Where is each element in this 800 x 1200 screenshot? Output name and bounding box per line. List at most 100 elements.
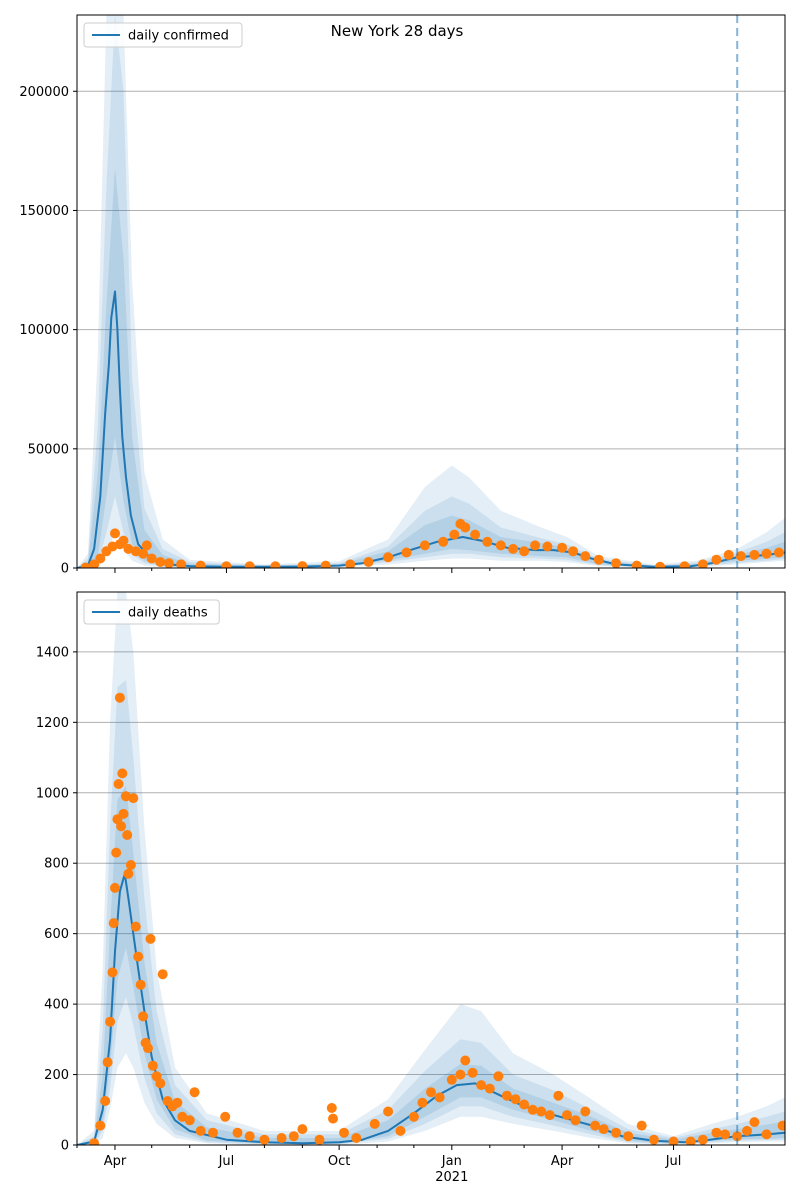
x-tick-label: Apr [104, 1154, 127, 1169]
observed-point [141, 540, 152, 551]
observed-point [232, 1127, 243, 1138]
observed-point [590, 1120, 601, 1131]
observed-point [184, 1115, 195, 1126]
observed-point [449, 529, 460, 540]
observed-point [408, 1111, 419, 1122]
observed-point [593, 554, 604, 565]
plot-area [77, 15, 785, 568]
observed-point [598, 1124, 609, 1135]
observed-point [270, 561, 281, 568]
observed-point [467, 1067, 478, 1078]
axes-frame [76, 591, 786, 1146]
observed-point [259, 1134, 270, 1145]
observed-point [189, 1087, 200, 1098]
observed-point [351, 1133, 362, 1143]
uncertainty-band [77, 15, 785, 568]
observed-point [320, 560, 331, 568]
observed-point [276, 1133, 287, 1143]
observed-point [580, 1106, 591, 1117]
observed-point [460, 522, 471, 533]
observed-point [110, 528, 120, 539]
observed-point [455, 1069, 466, 1080]
daily-deaths-panel: 0 200 400 600 800 1000 1200 1400 Apr Jul Oct Jan202… [36, 591, 786, 1185]
observed-point [125, 860, 136, 870]
observed-point [113, 779, 124, 789]
observed-point [749, 549, 760, 560]
observed-point [510, 1094, 521, 1105]
observed-point [508, 543, 519, 554]
observed-point [111, 847, 122, 858]
observed-point [438, 536, 449, 547]
observed-point [470, 529, 481, 540]
observed-point [434, 1092, 445, 1103]
y-tick-label: 200 [44, 1068, 69, 1083]
observed-point [655, 561, 666, 568]
legend: daily confirmed [83, 22, 243, 48]
x-tick-label: Jul [665, 1154, 682, 1169]
observed-point [95, 553, 106, 564]
observed-point [773, 547, 784, 558]
observed-point [446, 1074, 457, 1085]
observed-point [697, 559, 708, 568]
observed-point [557, 542, 568, 553]
observed-point [732, 1131, 743, 1142]
observed-point [711, 1127, 722, 1138]
observed-point [117, 768, 128, 779]
observed-point [244, 1131, 255, 1142]
observed-point [426, 1087, 436, 1098]
plot-area [77, 592, 785, 1145]
observed-point [345, 559, 356, 568]
observed-point [176, 559, 187, 568]
observed-point [383, 1106, 394, 1117]
observed-point [157, 969, 168, 980]
y-tick-label: 1200 [36, 716, 69, 731]
observed-point [631, 560, 642, 568]
observed-point [383, 552, 394, 563]
observed-point [527, 1104, 538, 1115]
observed-point [107, 967, 118, 978]
observed-point [147, 1060, 158, 1071]
observed-point [297, 1124, 308, 1135]
y-tick-label: 1000 [36, 786, 69, 801]
observed-point [326, 1103, 337, 1113]
observed-point [761, 1129, 772, 1140]
observed-point [95, 1120, 106, 1131]
observed-point [536, 1106, 547, 1117]
observed-point [143, 1043, 153, 1054]
observed-point [648, 1134, 659, 1145]
legend-label: daily confirmed [128, 29, 229, 44]
observed-point [735, 551, 746, 562]
observed-point [146, 553, 157, 564]
axes-frame [76, 14, 786, 569]
observed-point [108, 918, 119, 929]
y-tick-label: 0 [61, 562, 69, 577]
observed-point [519, 546, 530, 557]
observed-point [679, 561, 690, 568]
observed-point [369, 1118, 380, 1129]
observed-point [118, 808, 129, 819]
y-tick-label: 400 [44, 998, 69, 1013]
observed-point [553, 1090, 564, 1101]
observed-point [623, 1131, 634, 1142]
observed-point [711, 554, 722, 565]
observed-point [611, 558, 621, 568]
observed-point [530, 540, 541, 551]
legend-label: daily deaths [128, 606, 208, 621]
uncertainty-band [77, 592, 785, 1145]
y-tick-label: 1400 [36, 645, 69, 660]
observed-point [395, 1125, 406, 1136]
observed-point [130, 921, 141, 932]
observed-point [460, 1055, 471, 1066]
observed-point [636, 1120, 647, 1131]
observed-point [568, 546, 579, 557]
observed-point [476, 1080, 487, 1091]
observed-point [723, 549, 734, 560]
observed-point [221, 561, 232, 568]
observed-point [172, 1097, 183, 1108]
observed-point [195, 560, 206, 568]
observed-point [417, 1097, 428, 1108]
legend-box [83, 599, 220, 625]
observed-point [138, 548, 149, 559]
observed-point [519, 1099, 530, 1110]
